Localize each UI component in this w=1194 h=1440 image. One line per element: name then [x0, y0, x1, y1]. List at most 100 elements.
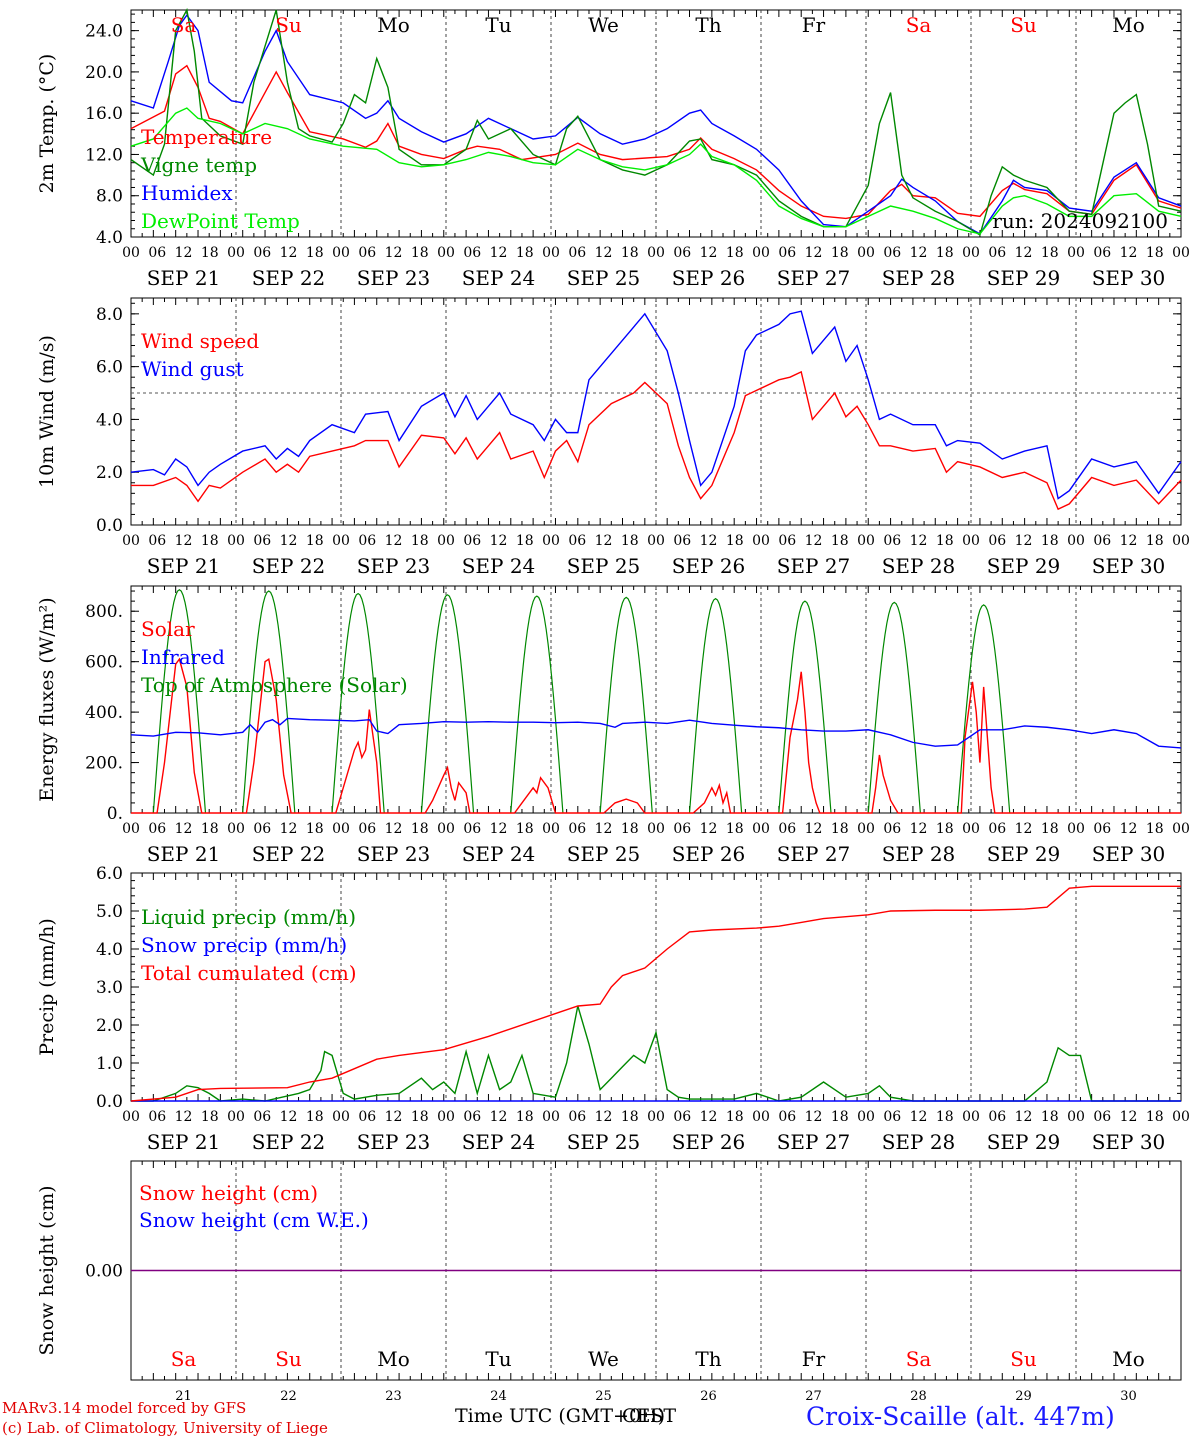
hour-tick-label: 12 — [700, 821, 718, 837]
day-number-label: 24 — [490, 1389, 507, 1404]
hour-tick-label: 18 — [306, 1109, 324, 1125]
hour-tick-label: 06 — [148, 245, 166, 261]
date-label: SEP 21 — [147, 266, 221, 290]
hour-tick-label: 12 — [175, 533, 193, 549]
panel-precip: 0.0 1.0 2.0 3.0 4.0 5.0 6.0 Precip (mm/h) Liquid… — [36, 864, 1190, 1154]
legend-label: Wind gust — [141, 357, 244, 381]
date-label: SEP 30 — [1092, 1130, 1166, 1154]
date-label: SEP 30 — [1092, 554, 1166, 578]
hour-tick-label: 06 — [883, 1109, 901, 1125]
hour-tick-label: 00 — [227, 533, 245, 549]
y-tick-label: 20.0 — [85, 63, 123, 83]
weekday-label: Tu — [485, 13, 511, 37]
hour-tick-label: 12 — [1120, 245, 1138, 261]
hour-tick-label: 18 — [411, 533, 429, 549]
toa-solar-curve — [599, 596, 653, 814]
day-number-label: 28 — [910, 1389, 927, 1404]
hour-tick-label: 00 — [227, 821, 245, 837]
legend-label: Top of Atmosphere (Solar) — [141, 673, 408, 697]
hour-tick-label: 18 — [831, 245, 849, 261]
hour-tick-label: 12 — [385, 1109, 403, 1125]
date-label: SEP 24 — [462, 1130, 536, 1154]
hour-tick-label: 06 — [988, 821, 1006, 837]
y-tick-label: 8.0 — [96, 305, 123, 325]
hour-tick-label: 12 — [595, 533, 613, 549]
hour-tick-label: 06 — [883, 533, 901, 549]
hour-tick-label: 18 — [306, 245, 324, 261]
hour-tick-label: 12 — [700, 245, 718, 261]
date-label: SEP 21 — [147, 554, 221, 578]
hour-tick-label: 06 — [463, 821, 481, 837]
hour-tick-label: 06 — [673, 1109, 691, 1125]
date-label: SEP 22 — [252, 554, 326, 578]
hour-tick-label: 12 — [1120, 821, 1138, 837]
weekday-label: Fr — [802, 1347, 826, 1371]
date-label: SEP 22 — [252, 266, 326, 290]
hour-tick-label: 12 — [910, 245, 928, 261]
hour-tick-label: 18 — [1041, 245, 1059, 261]
legend-label: Snow precip (mm/h) — [141, 933, 347, 957]
toa-solar-curve — [152, 589, 207, 814]
hour-tick-label: 00 — [1172, 533, 1190, 549]
legend-label: DewPoint Temp — [141, 209, 300, 233]
series-line — [130, 64, 1182, 220]
hour-tick-label: 18 — [831, 533, 849, 549]
hour-tick-label: 18 — [306, 821, 324, 837]
y-tick-label: 0.00 — [85, 1262, 123, 1282]
hour-tick-label: 06 — [988, 533, 1006, 549]
date-label: SEP 23 — [357, 266, 431, 290]
hour-tick-label: 06 — [1093, 1109, 1111, 1125]
date-label: SEP 21 — [147, 842, 221, 866]
hour-tick-label: 00 — [332, 533, 350, 549]
toa-solar-curve — [510, 595, 564, 814]
y-tick-label: 16.0 — [85, 104, 123, 124]
weekday-label: Fr — [802, 13, 826, 37]
hour-tick-label: 06 — [253, 533, 271, 549]
panel-snow: 0.00 Snow height (cm) Snow height (cm) Snow… — [36, 1160, 1182, 1404]
hour-tick-label: 00 — [1067, 533, 1085, 549]
y-tick-label: 12.0 — [85, 145, 123, 165]
hour-tick-label: 06 — [778, 533, 796, 549]
hour-tick-label: 00 — [752, 821, 770, 837]
hour-tick-label: 12 — [385, 821, 403, 837]
y-axis-label: Precip (mm/h) — [36, 918, 58, 1056]
y-tick-label: 4.0 — [96, 940, 123, 960]
hour-tick-label: 12 — [385, 245, 403, 261]
hour-tick-label: 00 — [227, 1109, 245, 1125]
lab-credit: (c) Lab. of Climatology, University of L… — [2, 1419, 328, 1437]
x-axis-title-text: Time UTC (GMT+0H) — [455, 1405, 666, 1427]
hour-tick-label: 12 — [595, 245, 613, 261]
weekday-label: We — [588, 13, 619, 37]
y-tick-label: 3.0 — [96, 978, 123, 998]
hour-tick-label: 06 — [253, 1109, 271, 1125]
hour-tick-label: 12 — [280, 821, 298, 837]
legend-label: Snow height (cm) — [139, 1181, 318, 1205]
hour-tick-label: 12 — [175, 245, 193, 261]
weekday-label: Th — [695, 1347, 721, 1371]
hour-tick-label: 18 — [516, 245, 534, 261]
hour-tick-label: 12 — [280, 245, 298, 261]
hour-tick-label: 12 — [175, 821, 193, 837]
weekday-label: Sa — [906, 13, 932, 37]
hour-tick-label: 12 — [280, 1109, 298, 1125]
y-tick-label: 4.0 — [96, 228, 123, 248]
date-label: SEP 22 — [252, 842, 326, 866]
y-tick-label: 400. — [85, 703, 123, 723]
hour-tick-label: 00 — [857, 245, 875, 261]
weekday-label: Mo — [377, 13, 410, 37]
hour-tick-label: 12 — [1015, 1109, 1033, 1125]
day-number-label: 30 — [1120, 1389, 1137, 1404]
toa-solar-curve — [688, 597, 743, 814]
hour-tick-label: 18 — [516, 1109, 534, 1125]
date-label: SEP 26 — [672, 1130, 746, 1154]
hour-tick-label: 06 — [358, 1109, 376, 1125]
hour-tick-label: 00 — [332, 245, 350, 261]
legend-label: Solar — [141, 617, 195, 641]
toa-solar-curve — [242, 590, 296, 814]
hour-tick-label: 12 — [1015, 245, 1033, 261]
hour-tick-label: 12 — [910, 533, 928, 549]
hour-tick-label: 18 — [1146, 1109, 1164, 1125]
date-label: SEP 22 — [252, 1130, 326, 1154]
date-label: SEP 28 — [882, 554, 956, 578]
date-label: SEP 30 — [1092, 842, 1166, 866]
